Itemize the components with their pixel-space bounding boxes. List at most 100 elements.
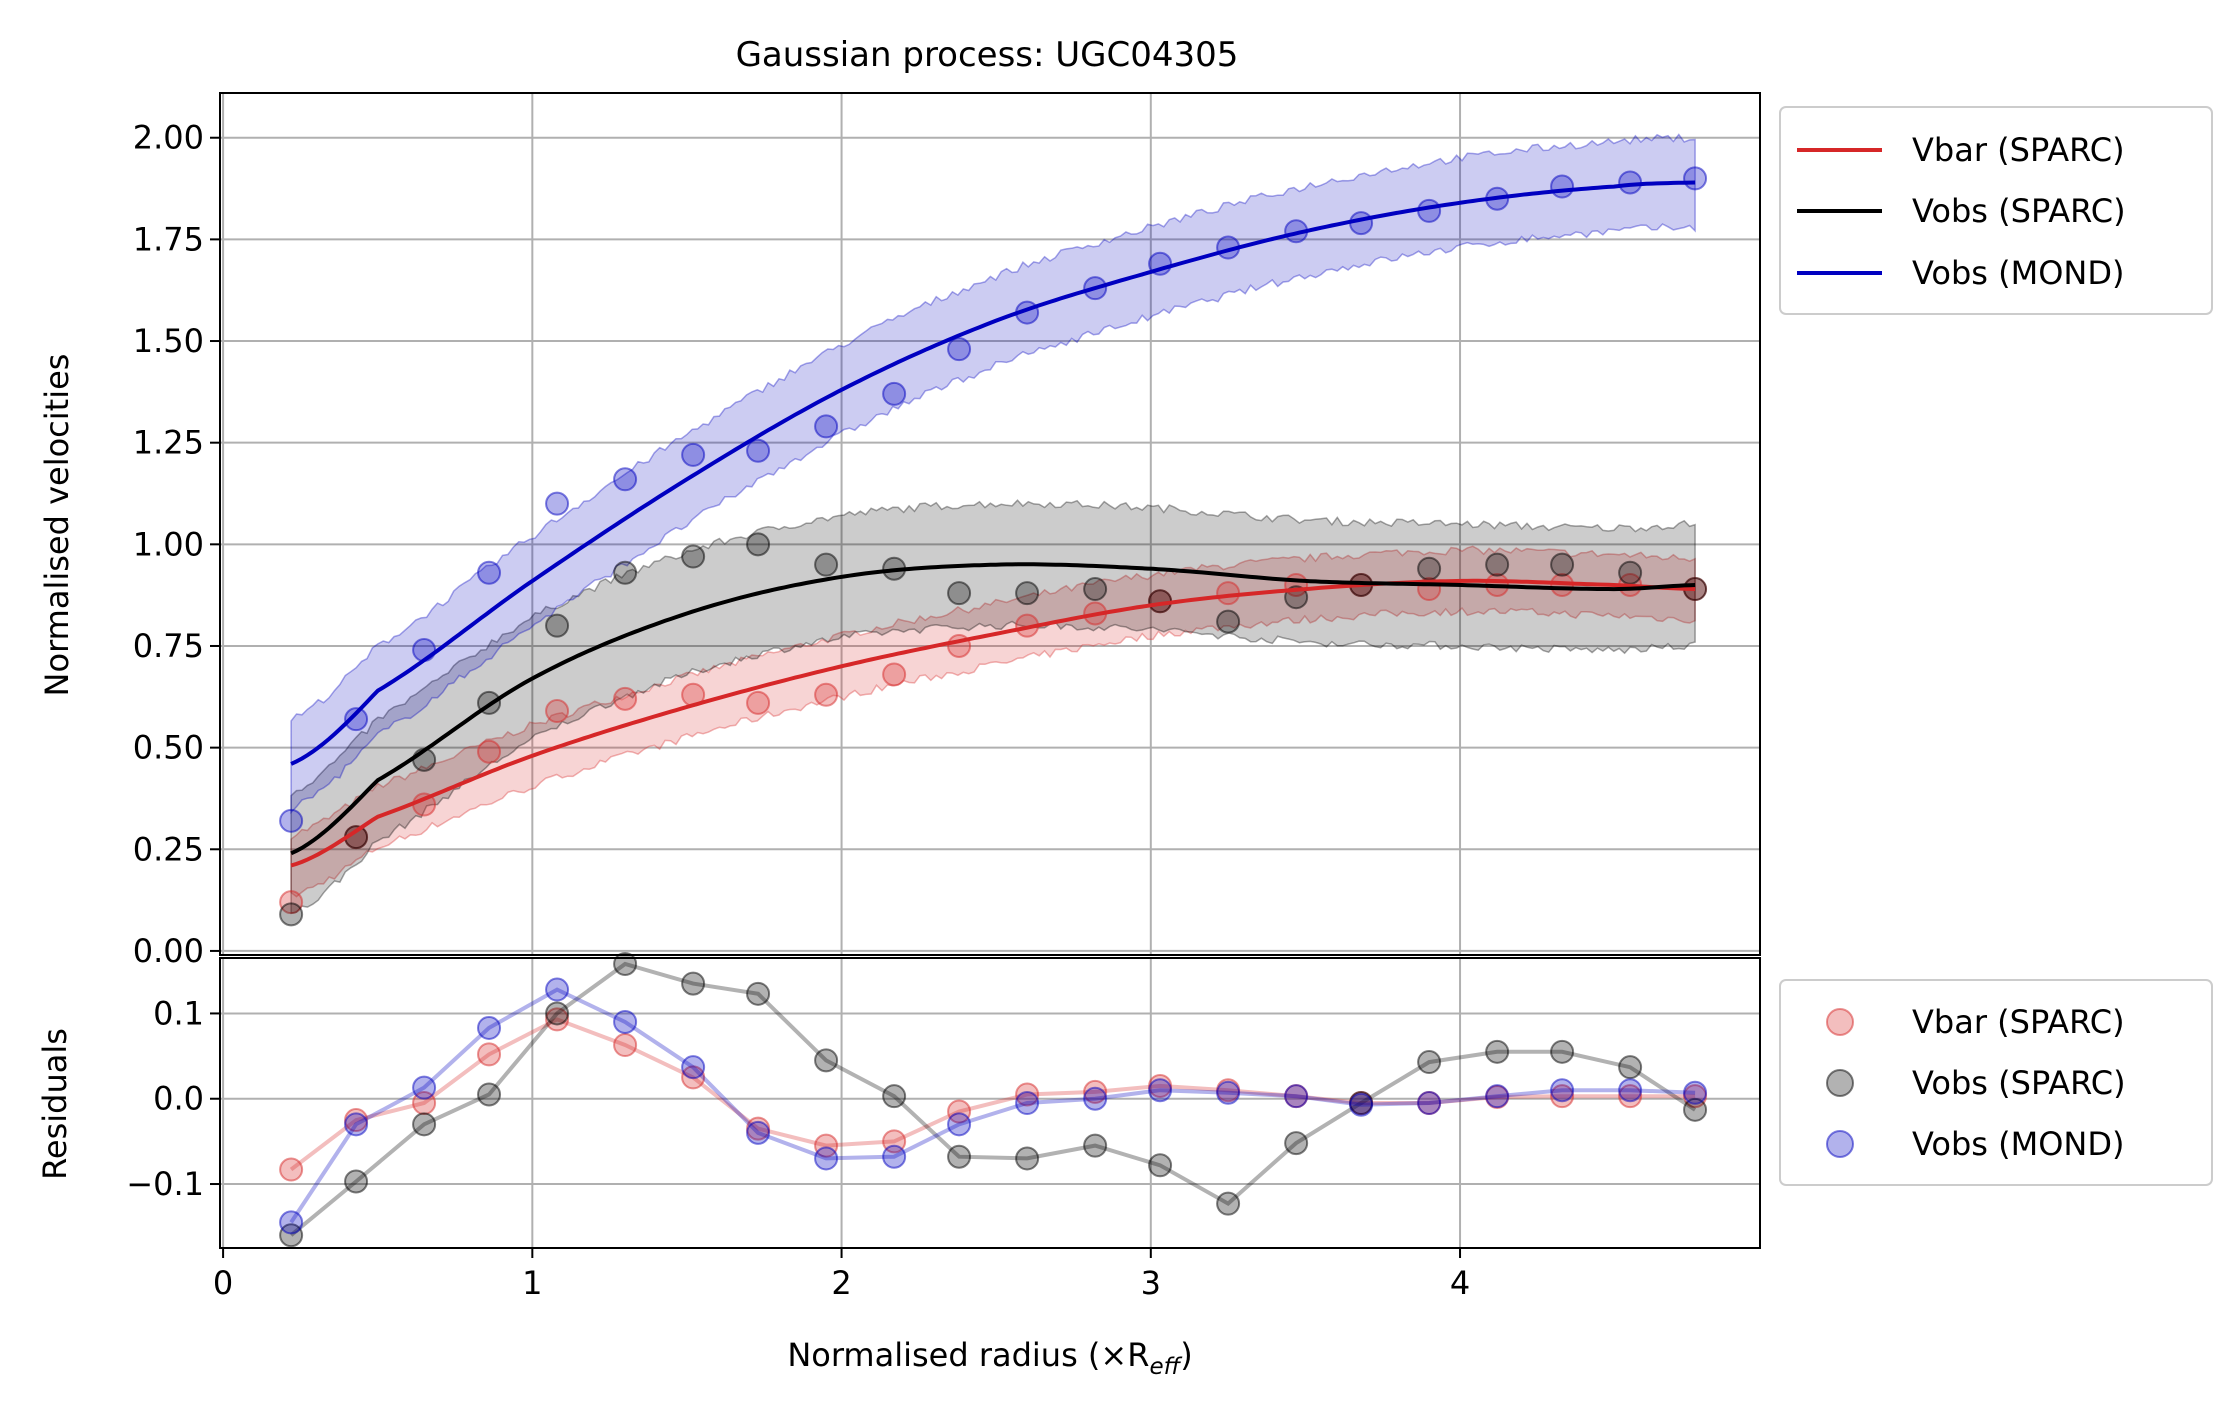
- data-point-vbar-sparc: [545, 699, 570, 724]
- residual-point-vobs-sparc: [412, 1112, 437, 1137]
- residual-point-vobs-mond: [1349, 1092, 1374, 1117]
- residuals-y-tick-label: 0.1: [153, 994, 204, 1032]
- data-point-vobs-mond: [344, 707, 369, 732]
- data-point-vobs-sparc: [1216, 609, 1241, 634]
- main-y-tick-label: 1.00: [133, 525, 204, 563]
- data-point-vobs-mond: [1550, 174, 1575, 199]
- residual-point-vbar-sparc: [545, 1007, 570, 1032]
- residual-point-vobs-mond: [1083, 1086, 1108, 1111]
- residual-point-vobs-sparc: [279, 1223, 304, 1248]
- legend-markers-box: [1779, 979, 2213, 1186]
- data-point-vobs-sparc: [1417, 556, 1442, 581]
- data-point-vobs-mond: [613, 467, 638, 492]
- data-point-vobs-mond: [882, 381, 907, 406]
- legend-marker-vbar-sparc: [1826, 1008, 1854, 1036]
- data-point-vbar-sparc: [814, 682, 839, 707]
- residual-point-vobs-mond: [477, 1015, 502, 1040]
- residual-point-vobs-sparc: [1485, 1039, 1510, 1064]
- main-y-tick-label: 0.00: [133, 932, 204, 970]
- residual-point-vobs-sparc: [947, 1144, 972, 1169]
- residual-point-vobs-sparc: [1148, 1153, 1173, 1178]
- data-point-vobs-sparc: [613, 560, 638, 585]
- data-point-vobs-mond: [1683, 166, 1708, 191]
- residual-point-vobs-mond: [1216, 1080, 1241, 1105]
- residual-point-vobs-sparc: [1417, 1050, 1442, 1075]
- main-y-tick-label: 1.50: [133, 322, 204, 360]
- residual-point-vobs-sparc: [681, 971, 706, 996]
- residual-point-vobs-sparc: [1015, 1146, 1040, 1171]
- residual-point-vobs-sparc: [1683, 1097, 1708, 1122]
- x-axis-label: Normalised radius (×Reff): [787, 1336, 1192, 1380]
- data-point-vbar-sparc: [1216, 581, 1241, 606]
- legend-marker-label-vobs-mond: Vobs (MOND): [1912, 1125, 2124, 1163]
- data-point-vobs-sparc: [746, 532, 771, 557]
- residual-point-vobs-sparc: [613, 951, 638, 976]
- legend-lines-box: [1779, 106, 2213, 315]
- data-point-vobs-mond: [947, 337, 972, 362]
- data-point-vbar-sparc: [477, 739, 502, 764]
- residual-line-vobs-mond: [289, 987, 1696, 1224]
- data-point-vobs-sparc: [1618, 560, 1643, 585]
- residual-point-vobs-sparc: [1284, 1131, 1309, 1156]
- data-point-vobs-sparc: [279, 902, 304, 927]
- data-point-vobs-mond: [545, 491, 570, 516]
- residual-point-vobs-sparc: [344, 1169, 369, 1194]
- legend-label-vobs-mond: Vobs (MOND): [1912, 254, 2124, 292]
- confidence-band-vobs-mond: [290, 133, 1696, 815]
- x-tick-label: 4: [1450, 1264, 1470, 1302]
- main-plot-panel: 0.00 0.25 0.50 0.75 1.00 1.25 1.50 1.75 2.00 Nor…: [38, 92, 1761, 970]
- residual-point-vobs-sparc: [814, 1048, 839, 1073]
- residual-point-vobs-sparc: [882, 1084, 907, 1109]
- main-y-tick-label: 2.00: [133, 119, 204, 157]
- residual-point-vobs-mond: [681, 1055, 706, 1080]
- residual-point-vbar-sparc: [1083, 1079, 1108, 1104]
- residual-point-vobs-mond: [1618, 1078, 1643, 1103]
- data-point-vobs-mond: [814, 414, 839, 439]
- residual-point-vobs-mond: [814, 1146, 839, 1171]
- fit-curve-vbar-sparc: [290, 578, 1696, 868]
- x-axis-label-close: ): [1180, 1336, 1192, 1374]
- residual-point-vobs-mond: [746, 1120, 771, 1145]
- main-plot-frame: [219, 92, 1761, 956]
- data-point-vobs-sparc: [545, 613, 570, 638]
- residuals-x-ticks: 0 1 2 3 4: [213, 1248, 1470, 1302]
- legend-marker-vobs-sparc: [1826, 1069, 1854, 1097]
- legend-label-vobs-sparc: Vobs (SPARC): [1912, 192, 2126, 230]
- main-y-tick-label: 0.75: [133, 627, 204, 665]
- residual-point-vobs-sparc: [1216, 1191, 1241, 1216]
- residuals-y-ticks: −0.1 0.0 0.1: [126, 994, 220, 1203]
- residual-point-vobs-mond: [1148, 1078, 1173, 1103]
- residual-point-vobs-mond: [1015, 1091, 1040, 1115]
- legend-markers: Vbar (SPARC) Vobs (SPARC) Vobs (MOND): [1779, 979, 2213, 1186]
- fit-curve-vobs-sparc: [290, 562, 1696, 856]
- residual-line-vobs-sparc: [289, 961, 1697, 1237]
- residual-point-vbar-sparc: [1550, 1084, 1575, 1109]
- residual-point-vobs-mond: [545, 977, 570, 1002]
- main-fit-curves: [290, 180, 1696, 868]
- x-tick-label: 3: [1141, 1264, 1161, 1302]
- data-point-vbar-sparc: [279, 890, 304, 915]
- confidence-band-vobs-sparc: [290, 499, 1696, 915]
- legend-marker-label-vobs-sparc: Vobs (SPARC): [1912, 1064, 2126, 1102]
- residual-point-vobs-mond: [1683, 1080, 1708, 1105]
- residual-point-vbar-sparc: [1618, 1084, 1643, 1109]
- residuals-y-tick-label: −0.1: [126, 1165, 204, 1203]
- residual-point-vobs-sparc: [1550, 1039, 1575, 1064]
- residual-point-vbar-sparc: [477, 1042, 502, 1067]
- data-point-vbar-sparc: [882, 662, 907, 687]
- residual-point-vobs-mond: [882, 1144, 907, 1169]
- fit-curve-vobs-mond: [290, 180, 1696, 766]
- residuals-y-axis-label: Residuals: [36, 1028, 74, 1180]
- residual-point-vobs-mond: [1485, 1084, 1510, 1109]
- residual-point-vbar-sparc: [814, 1133, 839, 1158]
- residual-point-vobs-sparc: [746, 981, 771, 1006]
- data-point-vobs-sparc: [814, 552, 839, 577]
- data-point-vobs-mond: [681, 442, 706, 467]
- residual-point-vobs-mond: [613, 1009, 638, 1034]
- chart-title: Gaussian process: UGC04305: [736, 35, 1239, 75]
- data-point-vobs-sparc: [1550, 552, 1575, 577]
- residual-point-vbar-sparc: [1015, 1082, 1040, 1107]
- data-point-vobs-mond: [477, 560, 502, 585]
- residual-point-vobs-mond: [412, 1075, 437, 1100]
